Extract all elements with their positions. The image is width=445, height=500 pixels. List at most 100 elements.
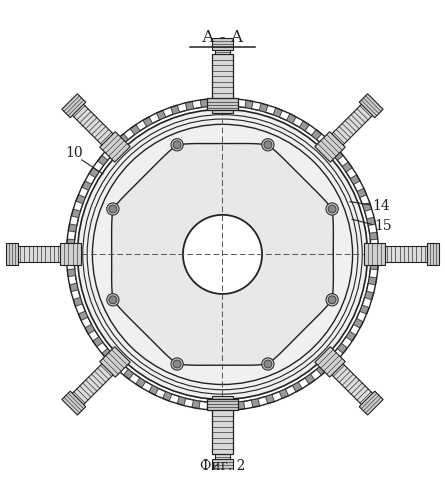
Circle shape: [107, 294, 119, 306]
Polygon shape: [330, 103, 374, 146]
Circle shape: [109, 296, 117, 304]
Polygon shape: [364, 244, 385, 266]
Polygon shape: [124, 369, 140, 379]
Polygon shape: [66, 254, 75, 269]
Polygon shape: [317, 360, 328, 375]
Polygon shape: [214, 48, 231, 94]
Polygon shape: [192, 400, 208, 408]
Polygon shape: [68, 224, 77, 240]
Polygon shape: [266, 392, 279, 404]
Polygon shape: [222, 402, 237, 410]
Polygon shape: [370, 240, 379, 254]
Polygon shape: [117, 134, 128, 150]
Polygon shape: [163, 392, 179, 401]
Polygon shape: [78, 311, 92, 324]
Polygon shape: [305, 130, 321, 140]
Polygon shape: [206, 98, 239, 110]
Polygon shape: [194, 99, 208, 108]
Polygon shape: [353, 311, 363, 328]
Polygon shape: [279, 114, 296, 124]
Circle shape: [328, 296, 336, 304]
Polygon shape: [237, 400, 251, 409]
Polygon shape: [112, 360, 128, 370]
Polygon shape: [177, 396, 194, 406]
Polygon shape: [107, 144, 117, 160]
Polygon shape: [305, 369, 317, 384]
Circle shape: [171, 358, 183, 370]
Polygon shape: [100, 132, 130, 162]
Polygon shape: [102, 348, 117, 360]
Polygon shape: [206, 398, 239, 410]
Polygon shape: [62, 94, 86, 118]
Polygon shape: [211, 458, 234, 470]
Polygon shape: [211, 396, 234, 417]
Polygon shape: [207, 402, 222, 410]
Text: А - А: А - А: [202, 28, 243, 46]
Polygon shape: [266, 108, 282, 117]
Polygon shape: [337, 160, 352, 172]
Circle shape: [173, 360, 181, 368]
Polygon shape: [330, 362, 374, 406]
Polygon shape: [237, 100, 253, 108]
Circle shape: [328, 205, 336, 213]
Polygon shape: [214, 415, 231, 461]
Polygon shape: [211, 400, 234, 454]
Circle shape: [264, 141, 272, 148]
Polygon shape: [368, 269, 377, 285]
Polygon shape: [153, 110, 166, 124]
Polygon shape: [69, 284, 81, 298]
Polygon shape: [211, 54, 234, 110]
Polygon shape: [364, 284, 374, 300]
Polygon shape: [251, 396, 266, 407]
Polygon shape: [346, 324, 356, 341]
Polygon shape: [368, 226, 378, 240]
Polygon shape: [140, 117, 153, 131]
Polygon shape: [346, 172, 360, 184]
Text: Фиг. 2: Фиг. 2: [200, 458, 245, 472]
Polygon shape: [328, 150, 343, 160]
Polygon shape: [93, 337, 108, 348]
Polygon shape: [211, 92, 234, 113]
Polygon shape: [315, 346, 345, 377]
Circle shape: [262, 358, 274, 370]
Polygon shape: [359, 391, 383, 415]
Polygon shape: [328, 348, 338, 364]
Polygon shape: [317, 140, 333, 149]
Polygon shape: [76, 194, 85, 212]
Polygon shape: [73, 298, 85, 311]
Polygon shape: [16, 246, 62, 262]
Polygon shape: [211, 38, 234, 50]
Circle shape: [77, 110, 368, 400]
Polygon shape: [100, 346, 130, 377]
Text: 15: 15: [374, 219, 392, 233]
Polygon shape: [60, 244, 81, 266]
Polygon shape: [149, 386, 166, 395]
Polygon shape: [360, 298, 369, 314]
Circle shape: [171, 138, 183, 151]
Polygon shape: [359, 94, 383, 118]
Polygon shape: [279, 386, 292, 398]
Polygon shape: [208, 98, 222, 106]
Circle shape: [326, 203, 338, 215]
Polygon shape: [166, 105, 179, 117]
Circle shape: [326, 294, 338, 306]
Circle shape: [173, 141, 181, 148]
Polygon shape: [85, 324, 99, 337]
Polygon shape: [364, 212, 376, 226]
Polygon shape: [222, 98, 238, 106]
Polygon shape: [71, 362, 115, 406]
Circle shape: [109, 205, 117, 213]
Polygon shape: [71, 209, 81, 226]
Polygon shape: [67, 239, 75, 254]
Polygon shape: [337, 337, 348, 353]
Polygon shape: [6, 244, 18, 266]
Polygon shape: [62, 391, 86, 415]
Polygon shape: [370, 254, 378, 270]
Polygon shape: [112, 144, 333, 366]
Polygon shape: [292, 121, 309, 131]
Polygon shape: [292, 378, 305, 392]
Polygon shape: [251, 104, 268, 112]
Text: 10: 10: [65, 146, 83, 160]
Circle shape: [107, 203, 119, 215]
Text: 14: 14: [372, 199, 390, 213]
